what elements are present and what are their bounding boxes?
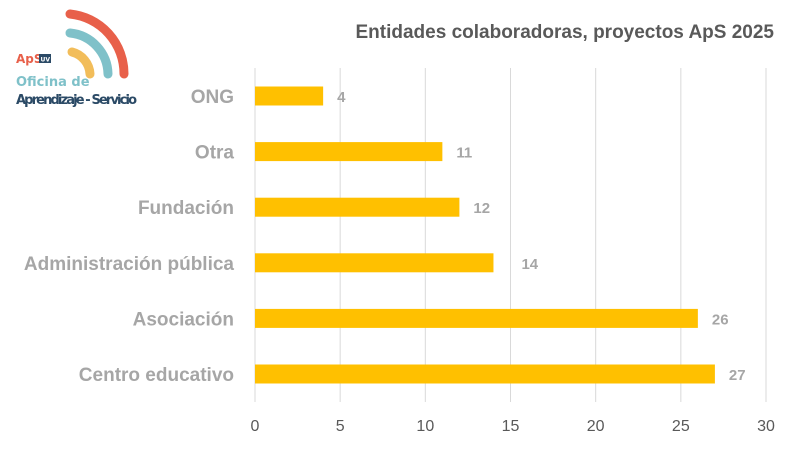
bar [255, 142, 443, 162]
logo-line1: Oficina de [16, 75, 90, 90]
logo-arc-inner [67, 47, 95, 79]
x-tick-label: 5 [336, 418, 345, 435]
x-tick-label: 30 [757, 418, 775, 435]
x-tick-label: 15 [502, 418, 520, 435]
category-label: Otra [195, 143, 235, 164]
data-label: 4 [337, 89, 346, 106]
logo-line2: Aprendizaje - Servicio [16, 93, 137, 108]
logo-badge [39, 54, 51, 63]
data-label: 26 [712, 311, 729, 328]
logo: ApS UV Oficina de Aprendizaje - Servicio [16, 9, 137, 108]
data-label: 14 [521, 256, 538, 273]
bar [255, 308, 698, 328]
data-label: 11 [456, 145, 472, 162]
logo-aps: ApS [16, 52, 43, 66]
category-label: ONG [191, 87, 234, 108]
logo-badge-text: UV [41, 57, 51, 64]
category-label: Fundación [138, 198, 234, 219]
chart-title: Entidades colaboradoras, proyectos ApS 2… [356, 22, 775, 43]
category-label: Administración pública [24, 254, 235, 275]
x-tick-label: 10 [416, 418, 434, 435]
x-tick-label: 25 [672, 418, 690, 435]
data-label: 27 [729, 367, 746, 384]
x-tick-label: 20 [587, 418, 605, 435]
logo-arc-outer [65, 9, 129, 79]
bar [255, 364, 715, 384]
logo-arc-middle [65, 28, 113, 79]
bar [255, 197, 460, 217]
category-label: Asociación [133, 309, 234, 330]
data-label: 12 [473, 200, 490, 217]
x-tick-label: 0 [251, 418, 260, 435]
bar [255, 86, 324, 106]
bar [255, 253, 494, 273]
category-label: Centro educativo [79, 365, 234, 386]
